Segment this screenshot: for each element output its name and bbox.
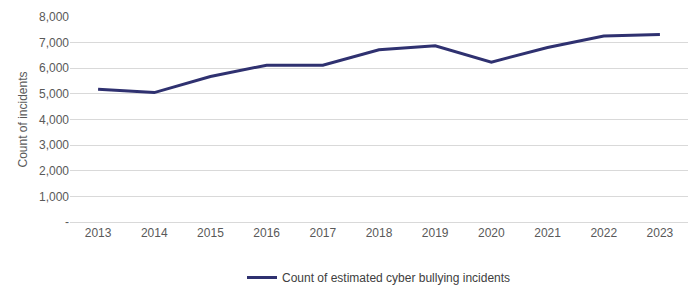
svg-text:5,000: 5,000 [39, 87, 69, 101]
svg-text:2021: 2021 [534, 226, 561, 240]
svg-text:2015: 2015 [197, 226, 224, 240]
svg-text:2019: 2019 [422, 226, 449, 240]
svg-text:2023: 2023 [647, 226, 674, 240]
svg-text:2014: 2014 [141, 226, 168, 240]
svg-text:2022: 2022 [590, 226, 617, 240]
svg-text:3,000: 3,000 [39, 138, 69, 152]
svg-text:Count of incidents: Count of incidents [16, 71, 30, 167]
svg-text:2018: 2018 [366, 226, 393, 240]
svg-text:8,000: 8,000 [39, 10, 69, 24]
svg-text:-: - [65, 215, 69, 229]
svg-text:7,000: 7,000 [39, 36, 69, 50]
svg-text:Count of estimated cyber bully: Count of estimated cyber bullying incide… [282, 271, 510, 285]
svg-text:2017: 2017 [309, 226, 336, 240]
svg-text:1,000: 1,000 [39, 190, 69, 204]
svg-text:2013: 2013 [85, 226, 112, 240]
svg-text:2020: 2020 [478, 226, 505, 240]
svg-text:4,000: 4,000 [39, 113, 69, 127]
svg-text:2016: 2016 [253, 226, 280, 240]
svg-text:2,000: 2,000 [39, 164, 69, 178]
svg-text:6,000: 6,000 [39, 61, 69, 75]
